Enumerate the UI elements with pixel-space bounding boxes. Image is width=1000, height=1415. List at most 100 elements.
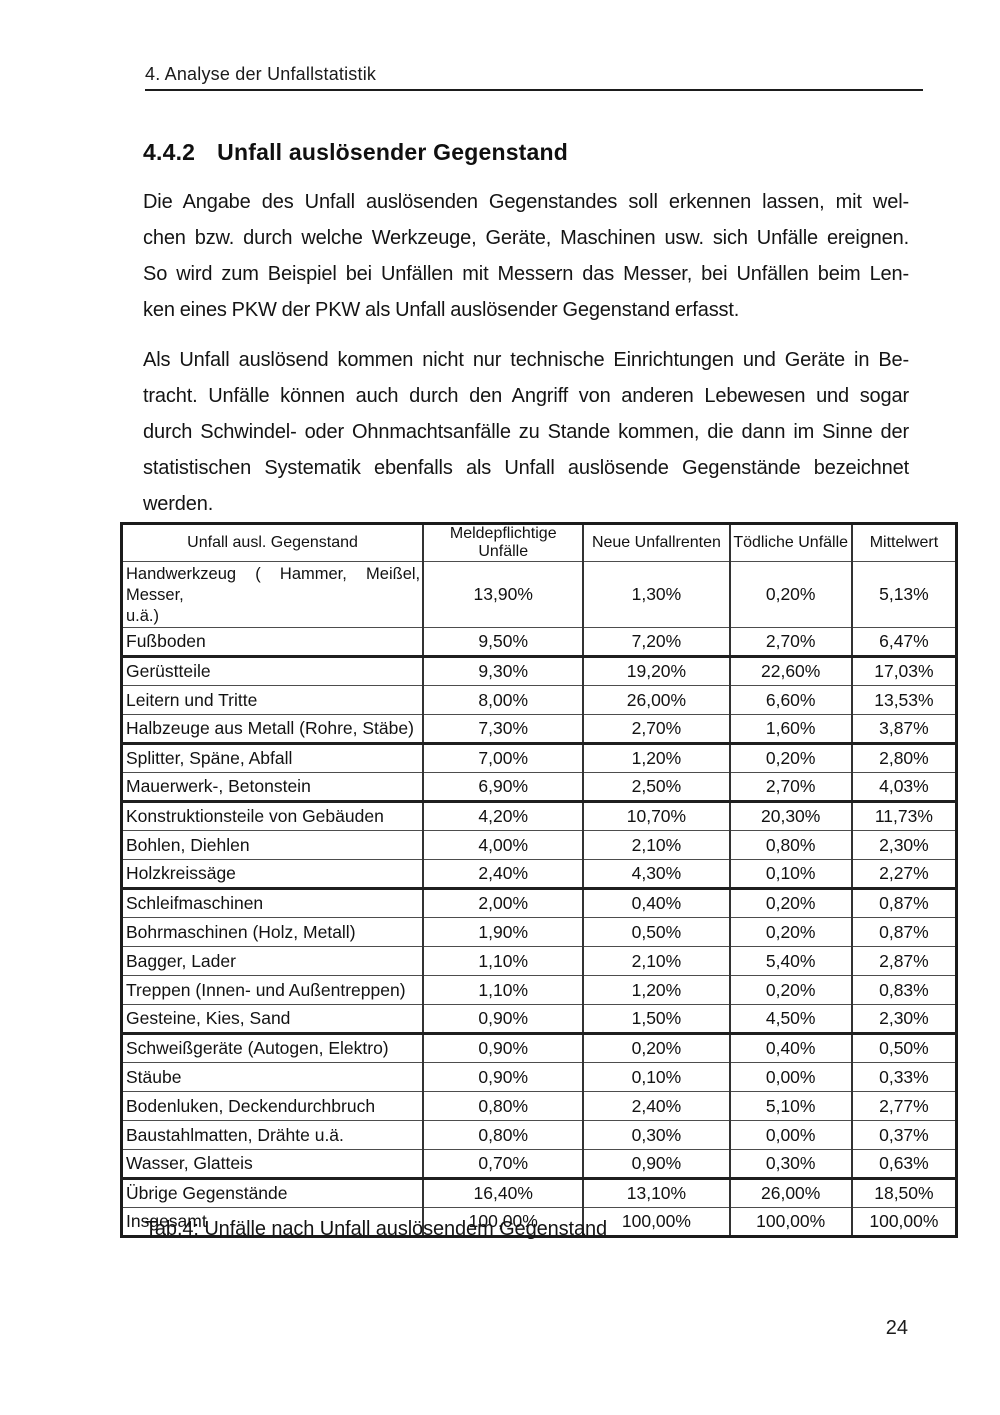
row-value: 0,80% <box>422 1120 585 1150</box>
row-value: 2,50% <box>582 772 731 802</box>
row-value: 0,40% <box>582 887 731 918</box>
row-value: 0,90% <box>422 1004 585 1034</box>
row-value: 0,20% <box>728 887 853 918</box>
row-value: 9,30% <box>422 655 585 686</box>
row-label-line: Handwerkzeug ( Hammer, Meißel, Messer, <box>126 565 421 604</box>
row-value: 0,00% <box>728 1120 853 1150</box>
row-value: 19,20% <box>582 655 731 686</box>
row-label: Schweißgeräte (Autogen, Elektro) <box>120 1032 425 1063</box>
table-row: Holzkreissäge 2,40% 4,30% 0,10% 2,27% <box>120 859 958 889</box>
row-value: 3,87% <box>850 714 958 744</box>
row-value: 1,10% <box>422 975 585 1005</box>
row-value: 13,10% <box>582 1177 731 1208</box>
paragraph-line: werden. <box>143 493 214 515</box>
row-label: Leitern und Tritte <box>120 685 425 715</box>
row-value: 2,10% <box>582 946 731 976</box>
row-value: 2,30% <box>850 830 958 860</box>
column-header: Mittelwert <box>850 523 958 562</box>
row-value: 100,00% <box>422 1207 585 1237</box>
row-value: 2,40% <box>422 859 585 889</box>
running-header: 4. Analyse der Unfallstatistik <box>145 64 923 91</box>
row-label: Halbzeuge aus Metall (Rohre, Stäbe) <box>120 714 425 744</box>
table-row: Bagger, Lader 1,10% 2,10% 5,40% 2,87% <box>120 946 958 976</box>
row-value: 8,00% <box>422 685 585 715</box>
paragraph: Die Angabe des Unfall auslösenden Gegens… <box>143 184 909 328</box>
table-row: Treppen (Innen- und Außentreppen) 1,10% 1,… <box>120 975 958 1005</box>
row-label: Fußboden <box>120 627 425 657</box>
row-value: 4,30% <box>582 859 731 889</box>
paragraphs: Die Angabe des Unfall auslösenden Gegens… <box>143 184 909 536</box>
row-label: Gesteine, Kies, Sand <box>120 1004 425 1034</box>
row-label: Bohrmaschinen (Holz, Metall) <box>120 917 425 947</box>
column-header: Tödliche Unfälle <box>728 523 853 562</box>
row-value: 2,10% <box>582 830 731 860</box>
row-value: 22,60% <box>728 655 853 686</box>
table-header-row: Unfall ausl. Gegenstand Meldepflichtige U… <box>120 523 958 562</box>
row-value: 0,33% <box>850 1062 958 1092</box>
table-row: Gesteine, Kies, Sand 0,90% 1,50% 4,50% 2,30% <box>120 1004 958 1034</box>
section-number: 4.4.2 <box>143 139 196 165</box>
row-label: Übrige Gegenstände <box>120 1177 425 1208</box>
row-value: 0,20% <box>728 975 853 1005</box>
row-label: Splitter, Späne, Abfall <box>120 742 425 773</box>
row-value: 0,40% <box>728 1032 853 1063</box>
row-value: 0,80% <box>728 830 853 860</box>
table-row: Insgesamt 100,00% 100,00% 100,00% 100,00% <box>120 1207 958 1237</box>
row-value: 2,70% <box>582 714 731 744</box>
row-value: 0,20% <box>728 917 853 947</box>
row-value: 4,50% <box>728 1004 853 1034</box>
row-value: 1,90% <box>422 917 585 947</box>
row-label: Treppen (Innen- und Außentreppen) <box>120 975 425 1005</box>
table-row: Halbzeuge aus Metall (Rohre, Stäbe) 7,30%… <box>120 714 958 744</box>
row-value: 0,90% <box>582 1149 731 1179</box>
table-head: Unfall ausl. Gegenstand Meldepflichtige U… <box>120 523 958 562</box>
row-value: 0,10% <box>582 1062 731 1092</box>
row-value: 20,30% <box>728 800 853 831</box>
row-value: 5,40% <box>728 946 853 976</box>
row-value: 4,00% <box>422 830 585 860</box>
row-value: 0,50% <box>850 1032 958 1063</box>
paragraph-line: chen bzw. durch welche Werkzeuge, Geräte… <box>143 227 909 249</box>
row-value: 26,00% <box>582 685 731 715</box>
row-value: 2,77% <box>850 1091 958 1121</box>
table-row: Bohrmaschinen (Holz, Metall) 1,90% 0,50% 0,… <box>120 917 958 947</box>
paragraph-line: durch Schwindel- oder Ohnmachtsanfälle z… <box>143 421 909 443</box>
column-header: Neue Unfallrenten <box>582 523 731 562</box>
row-label-line: u.ä.) <box>126 607 160 625</box>
row-value: 0,50% <box>582 917 731 947</box>
accident-object-table: Unfall ausl. Gegenstand Meldepflichtige U… <box>120 522 958 1238</box>
row-value: 0,10% <box>728 859 853 889</box>
row-value: 2,80% <box>850 742 958 773</box>
table-row: Baustahlmatten, Drähte u.ä. 0,80% 0,30% 0,0… <box>120 1120 958 1150</box>
paragraph-line: Die Angabe des Unfall auslösenden Gegens… <box>143 191 909 213</box>
row-value: 1,50% <box>582 1004 731 1034</box>
row-label: Konstruktionsteile von Gebäuden <box>120 800 425 831</box>
row-value: 7,20% <box>582 627 731 657</box>
column-header: Unfall ausl. Gegenstand <box>120 523 425 562</box>
table-row: Übrige Gegenstände 16,40% 13,10% 26,00% 18,5… <box>120 1177 958 1208</box>
row-value: 2,30% <box>850 1004 958 1034</box>
table-row: Bodenluken, Deckendurchbruch 0,80% 2,40% 5,… <box>120 1091 958 1121</box>
table-body: Handwerkzeug ( Hammer, Meißel, Messer, u.… <box>120 561 958 1237</box>
row-value: 100,00% <box>728 1207 853 1237</box>
row-value: 17,03% <box>850 655 958 686</box>
table-row: Bohlen, Diehlen 4,00% 2,10% 0,80% 2,30% <box>120 830 958 860</box>
row-value: 6,90% <box>422 772 585 802</box>
row-value: 13,90% <box>422 561 585 628</box>
row-value: 7,30% <box>422 714 585 744</box>
table-row: Handwerkzeug ( Hammer, Meißel, Messer, u.… <box>120 561 958 628</box>
row-label: Wasser, Glatteis <box>120 1149 425 1179</box>
row-label: Bagger, Lader <box>120 946 425 976</box>
row-value: 6,47% <box>850 627 958 657</box>
row-value: 2,40% <box>582 1091 731 1121</box>
table-row: Wasser, Glatteis 0,70% 0,90% 0,30% 0,63% <box>120 1149 958 1179</box>
row-value: 2,27% <box>850 859 958 889</box>
row-value: 2,00% <box>422 887 585 918</box>
row-label: Mauerwerk-, Betonstein <box>120 772 425 802</box>
row-label: Handwerkzeug ( Hammer, Meißel, Messer, u.… <box>120 561 425 628</box>
row-value: 2,70% <box>728 627 853 657</box>
row-label: Schleifmaschinen <box>120 887 425 918</box>
row-value: 0,00% <box>728 1062 853 1092</box>
table-row: Konstruktionsteile von Gebäuden 4,20% 10,7… <box>120 800 958 831</box>
column-header: Meldepflichtige Unfälle <box>422 523 585 562</box>
